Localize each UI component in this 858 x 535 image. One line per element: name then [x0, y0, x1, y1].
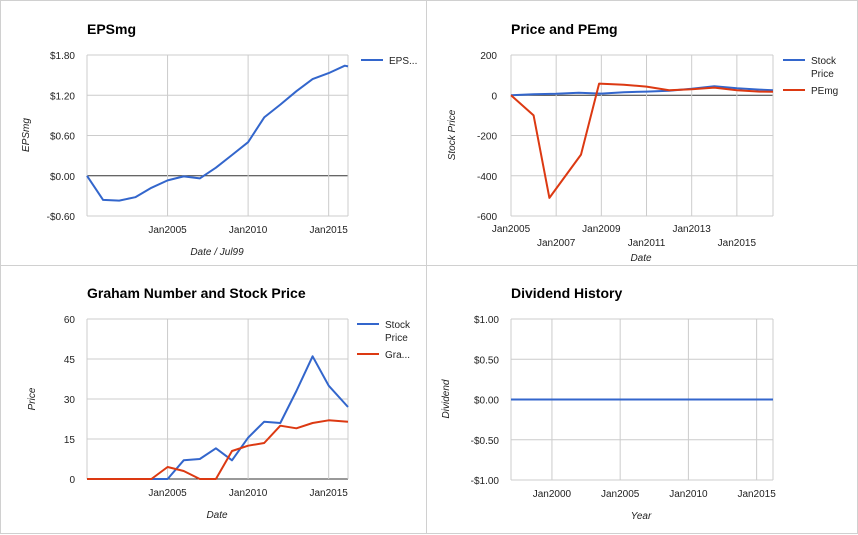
y-tick-label: 0 — [69, 475, 75, 486]
chart-panel-epsmg: EPSmg $1.80 $1.20 $0.60 $0.00 -$0.60 Jan2005 Ja… — [0, 0, 427, 266]
y-tick-label: 30 — [64, 395, 76, 406]
y-tick-label: $1.00 — [474, 315, 499, 326]
epsmg-chart: EPSmg $1.80 $1.20 $0.60 $0.00 -$0.60 Jan2005 Ja… — [21, 21, 417, 258]
legend-label: EPS... — [389, 56, 417, 67]
x-axis-title: Date — [630, 253, 652, 264]
y-axis-title: Stock Price — [447, 109, 458, 160]
chart-panel-price-pemg: Price and PEmg 200 0 -200 -400 -600 Jan2005 Jan… — [426, 0, 858, 266]
y-axis-title: EPSmg — [21, 118, 32, 152]
y-tick-label: 15 — [64, 435, 76, 446]
y-tick-label: -$0.50 — [471, 436, 500, 447]
y-tick-label: 60 — [64, 315, 76, 326]
chart-panel-graham-number: Graham Number and Stock Price 60 45 30 15 0 Ja… — [0, 265, 427, 534]
x-tick-label: Jan2015 — [309, 225, 348, 236]
y-tick-label: 0 — [491, 91, 497, 102]
y-tick-label: $0.00 — [50, 172, 75, 183]
x-tick-label: Jan2005 — [148, 488, 187, 499]
x-tick-label: Jan2005 — [492, 224, 531, 235]
y-tick-label: $0.50 — [474, 355, 499, 366]
x-tick-label: Jan2010 — [229, 488, 268, 499]
y-tick-label: $1.20 — [50, 91, 75, 102]
y-tick-label: -400 — [477, 172, 497, 183]
y-tick-label: $1.80 — [50, 51, 75, 62]
x-axis-title: Year — [631, 511, 652, 522]
x-tick-label: Jan2009 — [582, 224, 621, 235]
y-axis-title: Dividend — [441, 379, 452, 418]
y-tick-label: 200 — [480, 51, 497, 62]
x-tick-label: Jan2013 — [673, 224, 712, 235]
series-line — [87, 419, 349, 480]
x-tick-label: Jan2015 — [309, 488, 348, 499]
x-tick-label: Jan2005 — [148, 225, 187, 236]
x-tick-label: Jan2010 — [229, 225, 268, 236]
chart-panel-dividend-history: Dividend History $1.00 $0.50 $0.00 -$0.50 -$1… — [426, 265, 858, 534]
y-tick-label: -$1.00 — [471, 476, 500, 487]
x-tick-label: Jan2011 — [628, 238, 666, 249]
series-line — [510, 82, 774, 199]
y-tick-label: -600 — [477, 212, 497, 223]
chart-title: EPSmg — [87, 21, 136, 37]
x-axis-title: Date / Jul99 — [190, 247, 244, 258]
x-tick-label: Jan2007 — [537, 238, 576, 249]
y-tick-label: 45 — [64, 355, 76, 366]
chart-title: Graham Number and Stock Price — [87, 285, 306, 301]
y-axis-title: Price — [27, 387, 38, 410]
y-tick-label: -200 — [477, 132, 497, 143]
legend-label: Stock Price — [385, 320, 411, 344]
series-line — [510, 85, 774, 97]
x-tick-label: Jan2005 — [601, 489, 640, 500]
x-tick-label: Jan2015 — [718, 238, 757, 249]
chart-title: Price and PEmg — [511, 21, 618, 37]
y-tick-label: -$0.60 — [47, 212, 76, 223]
x-tick-label: Jan2015 — [737, 489, 776, 500]
y-tick-label: $0.00 — [474, 396, 499, 407]
chart-title: Dividend History — [511, 285, 622, 301]
series-line — [87, 355, 349, 480]
dividend-history-chart: Dividend History $1.00 $0.50 $0.00 -$0.50 -$1… — [441, 285, 776, 522]
series-line — [86, 64, 349, 202]
y-tick-label: $0.60 — [50, 132, 75, 143]
legend-label: Stock Price — [811, 56, 837, 80]
x-tick-label: Jan2000 — [533, 489, 572, 500]
legend-label: Gra... — [385, 350, 410, 361]
legend-label: PEmg — [811, 86, 838, 97]
graham-number-chart: Graham Number and Stock Price 60 45 30 15 0 Ja… — [27, 285, 411, 521]
x-axis-title: Date — [206, 510, 228, 521]
x-tick-label: Jan2010 — [669, 489, 708, 500]
